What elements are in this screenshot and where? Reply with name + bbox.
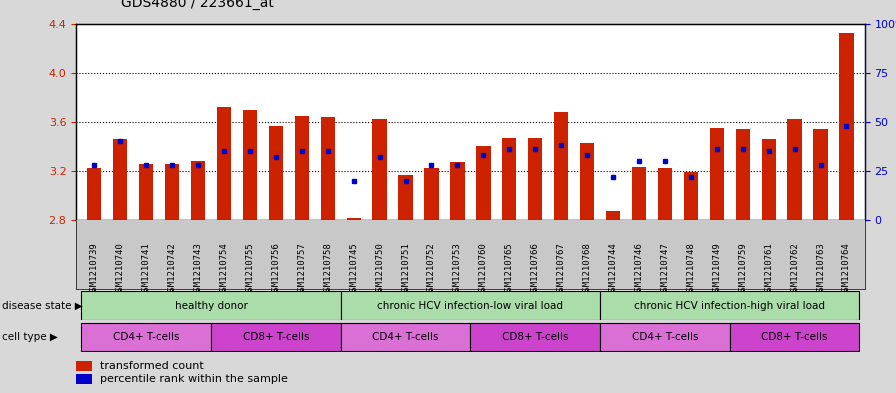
Bar xyxy=(217,107,231,220)
Text: CD4+ T-cells: CD4+ T-cells xyxy=(373,332,439,342)
Bar xyxy=(76,361,92,371)
Bar xyxy=(840,33,854,220)
Bar xyxy=(788,119,802,220)
Bar xyxy=(814,129,828,220)
Bar xyxy=(295,116,309,220)
Bar xyxy=(606,211,620,220)
Bar xyxy=(710,128,724,220)
Text: CD8+ T-cells: CD8+ T-cells xyxy=(243,332,309,342)
Text: chronic HCV infection-high viral load: chronic HCV infection-high viral load xyxy=(634,301,825,310)
Bar xyxy=(139,163,153,220)
Bar xyxy=(243,110,257,220)
Bar xyxy=(113,139,127,220)
Bar xyxy=(76,374,92,384)
Text: cell type ▶: cell type ▶ xyxy=(2,332,57,342)
Bar xyxy=(87,169,101,220)
Bar xyxy=(373,119,387,220)
Bar xyxy=(269,125,283,220)
Bar xyxy=(528,138,542,220)
Bar xyxy=(347,218,361,220)
Bar xyxy=(82,323,211,351)
Bar xyxy=(600,323,729,351)
Bar xyxy=(736,129,750,220)
Bar xyxy=(451,162,464,220)
Bar xyxy=(321,117,335,220)
Bar xyxy=(470,323,600,351)
Bar xyxy=(684,172,698,220)
Bar xyxy=(82,292,340,320)
Text: CD4+ T-cells: CD4+ T-cells xyxy=(632,332,698,342)
Bar xyxy=(502,138,516,220)
Bar xyxy=(399,174,413,220)
Text: transformed count: transformed count xyxy=(99,361,203,371)
Bar xyxy=(340,292,600,320)
Text: CD8+ T-cells: CD8+ T-cells xyxy=(762,332,828,342)
Bar xyxy=(658,169,672,220)
Text: CD4+ T-cells: CD4+ T-cells xyxy=(113,332,179,342)
Text: healthy donor: healthy donor xyxy=(175,301,247,310)
Bar xyxy=(600,292,859,320)
Bar xyxy=(729,323,859,351)
Bar xyxy=(340,323,470,351)
Bar xyxy=(165,163,179,220)
Bar xyxy=(554,112,568,220)
Text: CD8+ T-cells: CD8+ T-cells xyxy=(502,332,568,342)
Text: percentile rank within the sample: percentile rank within the sample xyxy=(99,374,288,384)
Bar xyxy=(191,161,205,220)
Bar xyxy=(477,147,490,220)
Text: GDS4880 / 223661_at: GDS4880 / 223661_at xyxy=(121,0,274,10)
Bar xyxy=(762,139,776,220)
Bar xyxy=(425,169,439,220)
Bar xyxy=(211,323,340,351)
Text: chronic HCV infection-low viral load: chronic HCV infection-low viral load xyxy=(377,301,564,310)
Bar xyxy=(580,143,594,220)
Bar xyxy=(632,167,646,220)
Text: disease state ▶: disease state ▶ xyxy=(2,301,82,310)
